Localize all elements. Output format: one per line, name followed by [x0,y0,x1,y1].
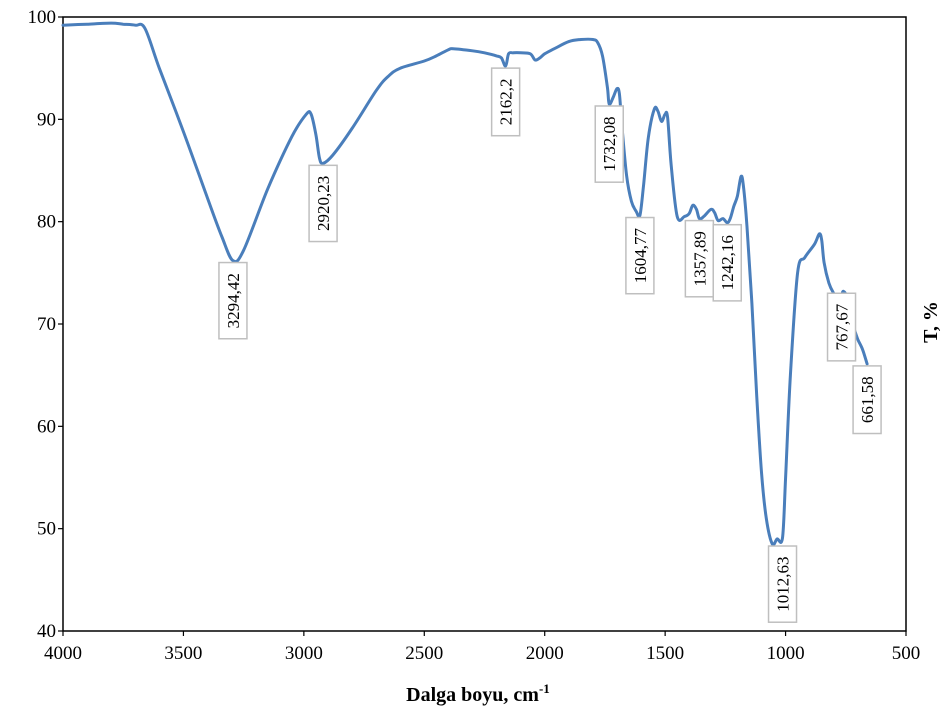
x-tick-label: 2000 [526,643,564,664]
peak-label: 1732,08 [594,105,624,183]
peak-label-text: 2162,2 [497,79,516,126]
x-axis-title: Dalga boyu, cm-1 [406,681,550,706]
y-tick-label: 100 [28,7,57,28]
peak-label: 1012,63 [767,545,798,623]
y-axis-title: T, % [920,301,942,343]
series-line-1 [61,21,869,547]
peak-label-box [767,545,798,623]
peak-label-text: 1357,89 [690,231,709,286]
peak-label-text: 661,58 [858,376,877,423]
peak-label-box [625,216,655,295]
peak-label-text: 2920,23 [314,176,333,231]
peak-label-text: 1732,08 [600,116,619,171]
peak-label: 2162,2 [490,67,521,137]
series-layer [61,21,869,547]
peak-label-text: 3294,42 [224,273,243,328]
peak-label-box [712,223,742,302]
x-tick-label: 4000 [44,643,82,664]
peak-label-box [594,105,624,183]
peak-label-text: 1012,63 [774,556,793,611]
peak-annotations: 3294,42 2920,23 2162,2 1732,08 1604,77 1357,8… [218,67,882,623]
x-tick-label: 3000 [285,643,323,664]
peak-label-box [308,164,338,243]
y-tick-label: 70 [37,314,56,335]
peak-label: 1604,77 [625,216,655,295]
peak-label: 3294,42 [218,261,248,340]
x-tick-label: 1500 [646,643,684,664]
peak-label-box [684,219,715,298]
peak-label: 2920,23 [308,164,338,243]
peak-label-text: 767,67 [833,303,852,350]
x-tick-label: 500 [892,643,921,664]
y-tick-label: 50 [37,519,56,540]
peak-label: 767,67 [826,292,857,362]
peak-label: 661,58 [852,365,882,435]
y-tick-label: 90 [37,109,56,130]
y-tick-label: 40 [37,621,56,642]
x-tick-label: 1000 [767,643,805,664]
y-tick-label: 80 [37,212,56,233]
peak-label-box [826,292,857,362]
peak-label: 1242,16 [712,223,742,302]
x-tick-label: 2500 [405,643,443,664]
peak-label-box [852,365,882,435]
peak-label: 1357,89 [684,219,715,298]
x-tick-label: 3500 [164,643,202,664]
x-axis-title-superscript: -1 [539,681,550,696]
x-axis-title-text: Dalga boyu, cm [406,684,539,706]
peak-label-text: 1604,77 [631,227,650,283]
y-tick-label: 60 [37,416,56,437]
peak-label-box [218,261,248,340]
peak-label-text: 1242,16 [718,235,737,290]
y-axis-ticks: 40 50 60 70 80 90 100 [28,7,63,642]
x-axis-ticks: 4000 3500 3000 2500 2000 1500 1000 500 [44,631,920,664]
peak-label-box [490,67,521,137]
